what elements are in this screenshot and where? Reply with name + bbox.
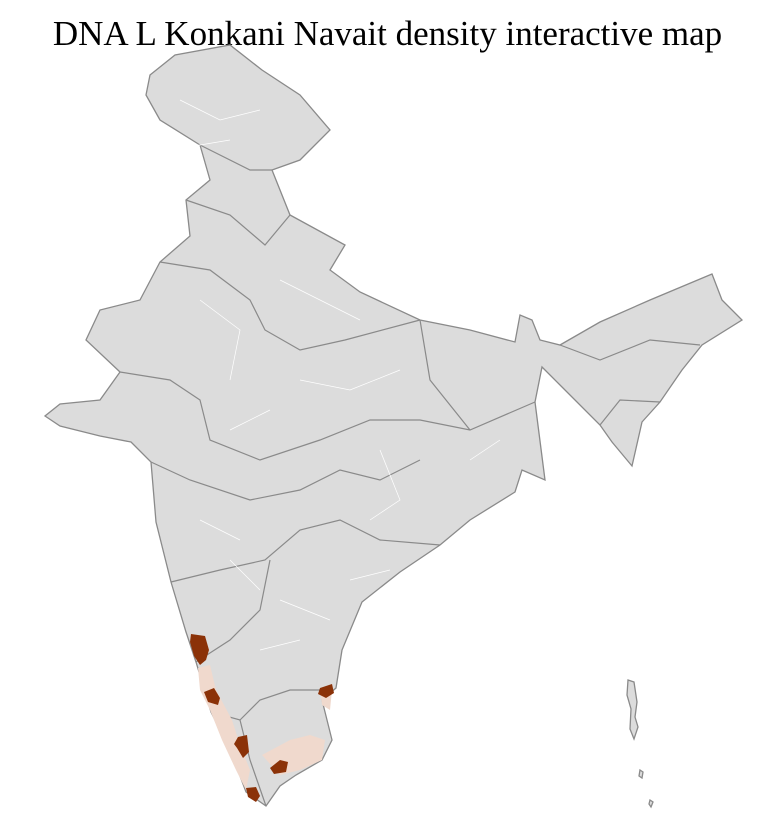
map-title: DNA L Konkani Navait density interactive…	[52, 14, 723, 53]
high-density-region	[246, 787, 260, 802]
high-density-region	[270, 760, 288, 774]
andaman-islands	[626, 679, 654, 809]
high-density-region	[318, 684, 334, 698]
high-density-region	[190, 634, 209, 665]
high-density-region	[234, 735, 249, 758]
india-outline	[43, 44, 744, 807]
high-density-region	[204, 688, 220, 705]
district-borders	[169, 99, 501, 651]
high-density-regions	[190, 634, 334, 802]
